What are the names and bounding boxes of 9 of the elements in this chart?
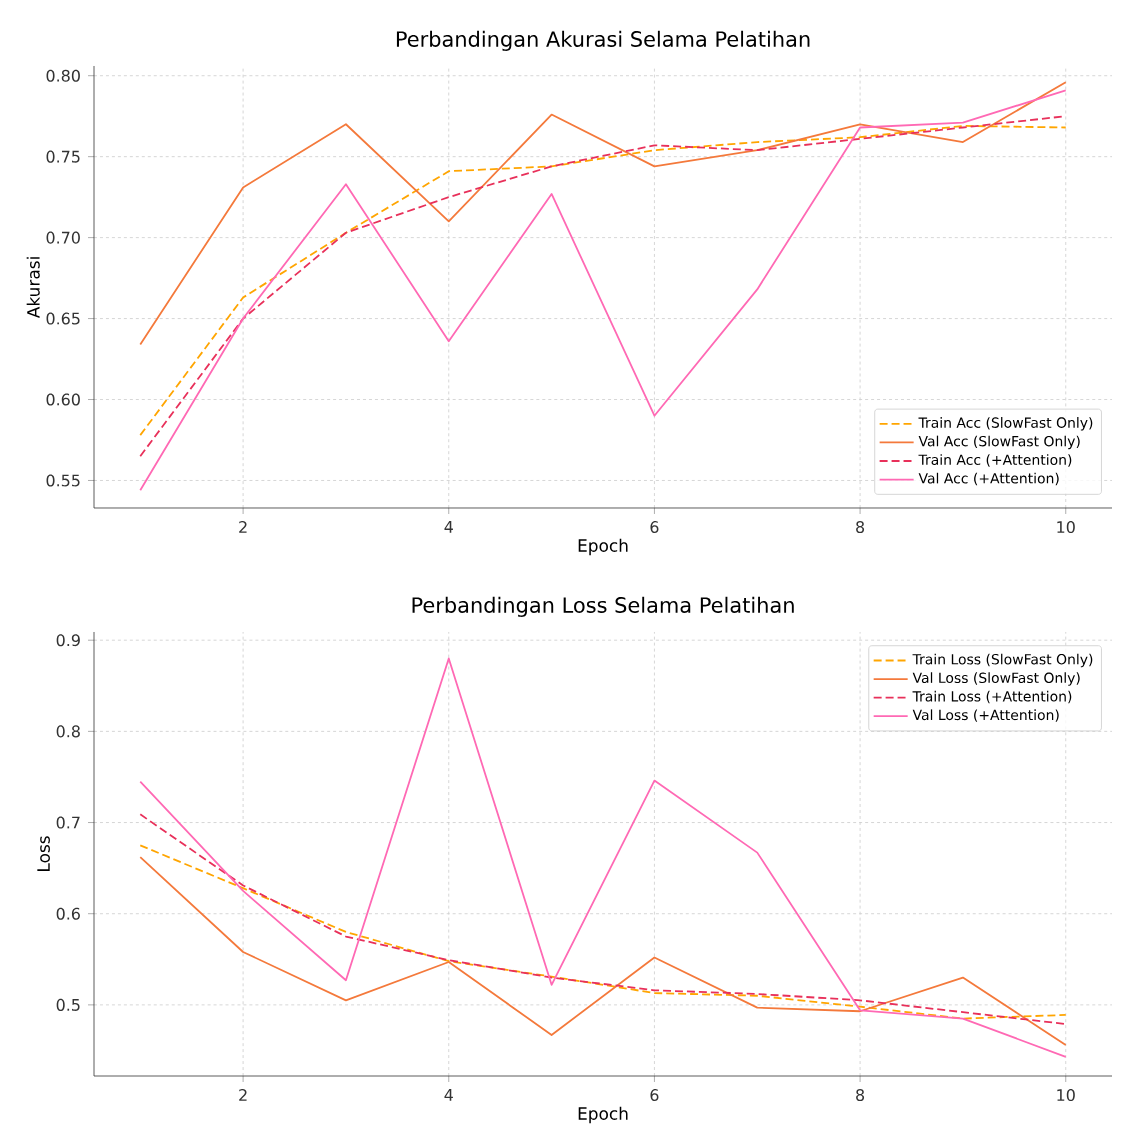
line-series [139, 81, 1067, 346]
y-axis-title: Akurasi [26, 257, 40, 319]
chart-title: Perbandingan Akurasi Selama Pelatihan [396, 30, 810, 51]
y-axis-title: Loss [37, 836, 50, 871]
line-series [139, 844, 1067, 1020]
chart-title: Perbandingan Loss Selama Pelatihan [412, 596, 794, 617]
x-axis-title: Epoch [578, 538, 628, 556]
x-axis-title: Epoch [578, 1106, 628, 1124]
line-series [139, 856, 1067, 1046]
